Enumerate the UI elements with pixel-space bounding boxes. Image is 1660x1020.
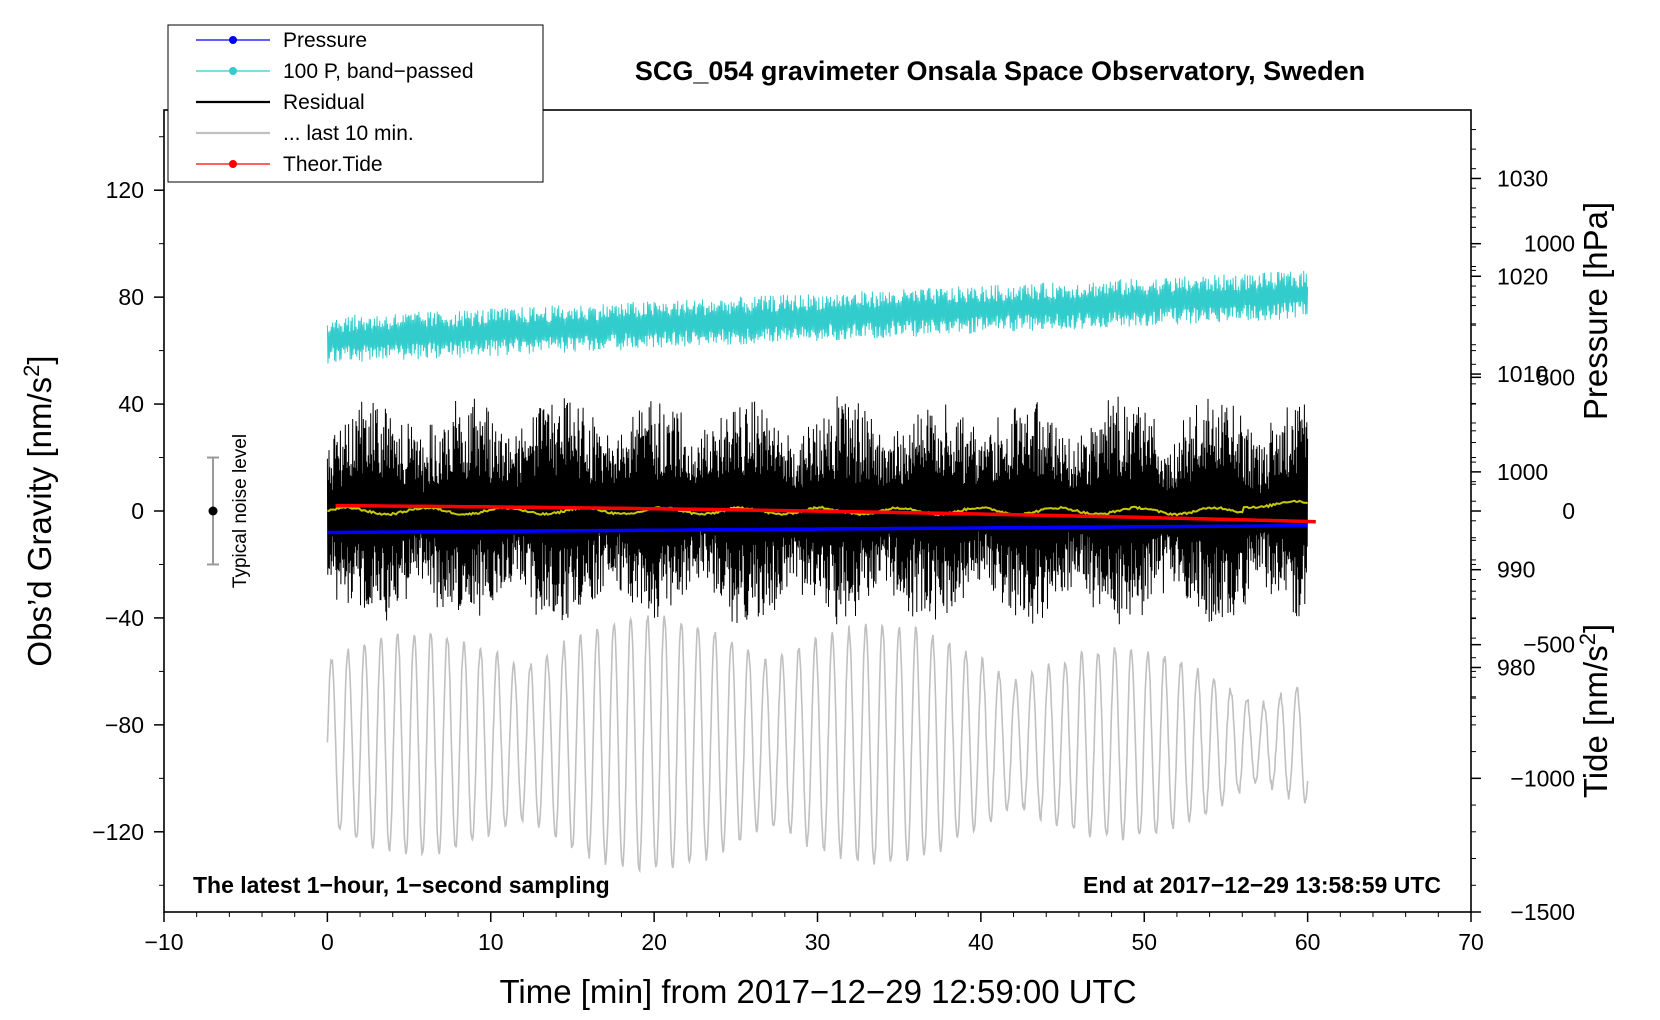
x-tick-label: 40 — [968, 929, 994, 955]
y-axis-label-sup: 2 — [19, 365, 44, 377]
legend-swatch-marker — [229, 36, 237, 44]
series-layer — [326, 270, 1316, 874]
x-tick-label: 50 — [1131, 929, 1157, 955]
tide-axis-label-sup: 2 — [1575, 633, 1600, 645]
axes-layer: −10 0 10 20 30 40 50 60 7012080400−40−80−1201030… — [92, 129, 1575, 955]
tide-tick-label: 0 — [1562, 498, 1575, 524]
pressure-tick-label: 1030 — [1497, 165, 1548, 191]
tide-tick-label: −1000 — [1510, 765, 1575, 791]
pressure-axis-label: Pressure [hPa] — [1577, 202, 1614, 420]
tide-axis-label-text: Tide [nm/s — [1577, 645, 1614, 798]
legend-box — [167, 24, 544, 183]
pressure-tick-label: 980 — [1497, 654, 1535, 680]
pressure-tick-label: 1010 — [1497, 361, 1548, 387]
y-tick-label: −40 — [105, 605, 144, 631]
legend-swatch-marker — [229, 160, 237, 168]
y-tick-label: 80 — [118, 284, 144, 310]
legend-label: Pressure — [283, 29, 367, 52]
chart-title: SCG_054 gravimeter Onsala Space Observat… — [635, 56, 1365, 86]
legend-label: 100 P, band−passed — [283, 60, 474, 83]
tide-axis-label-end: ] — [1577, 624, 1614, 633]
legend-label: ... last 10 min. — [283, 122, 414, 145]
x-tick-label: −10 — [144, 929, 183, 955]
legend-label: Residual — [283, 91, 365, 114]
noise-level-label: Typical noise level — [230, 434, 251, 588]
pressure-tick-label: 990 — [1497, 557, 1535, 583]
y-tick-label: −120 — [92, 819, 144, 845]
noise-bar-dot — [208, 506, 218, 516]
y-axis-label-text: Obs’d Gravity [nm/s — [21, 377, 58, 667]
pressure-tick-label: 1020 — [1497, 263, 1548, 289]
band-passed-pressure-line — [326, 270, 1309, 364]
x-tick-label: 20 — [641, 929, 667, 955]
residual-line — [326, 396, 1309, 625]
y-axis-label: Obs’d Gravity [nm/s2] — [19, 355, 58, 666]
legend: Pressure 100 P, band−passed Residual ... la… — [167, 24, 544, 183]
last-10-min-line — [326, 615, 1309, 874]
x-tick-label: 10 — [478, 929, 504, 955]
y-tick-label: 40 — [118, 391, 144, 417]
residual-smoothed-line — [327, 499, 1308, 517]
legend-label: Theor.Tide — [283, 153, 383, 176]
x-tick-label: 0 — [321, 929, 334, 955]
y-tick-label: 0 — [131, 498, 144, 524]
x-axis-label: Time [min] from 2017−12−29 12:59:00 UTC — [499, 973, 1136, 1010]
x-tick-label: 60 — [1295, 929, 1321, 955]
x-tick-label: 70 — [1458, 929, 1484, 955]
annotation-right: End at 2017−12−29 13:58:59 UTC — [1083, 872, 1441, 898]
y-axis-label-end: ] — [21, 355, 58, 364]
y-tick-label: −80 — [105, 712, 144, 738]
tide-axis-label: Tide [nm/s2] — [1575, 624, 1614, 798]
y-tick-label: 120 — [106, 177, 144, 203]
tide-tick-label: −1500 — [1510, 899, 1575, 925]
pressure-line — [327, 523, 1308, 535]
legend-swatch-marker — [229, 67, 237, 75]
tide-tick-label: 500 — [1537, 364, 1575, 390]
x-tick-label: 30 — [805, 929, 831, 955]
tide-line — [335, 503, 1316, 524]
tide-tick-label: −500 — [1523, 632, 1575, 658]
pressure-tick-label: 1000 — [1497, 459, 1548, 485]
annotation-left: The latest 1−hour, 1−second sampling — [193, 872, 610, 898]
tide-tick-label: 1000 — [1524, 231, 1575, 257]
noise-level-indicator — [207, 456, 220, 566]
